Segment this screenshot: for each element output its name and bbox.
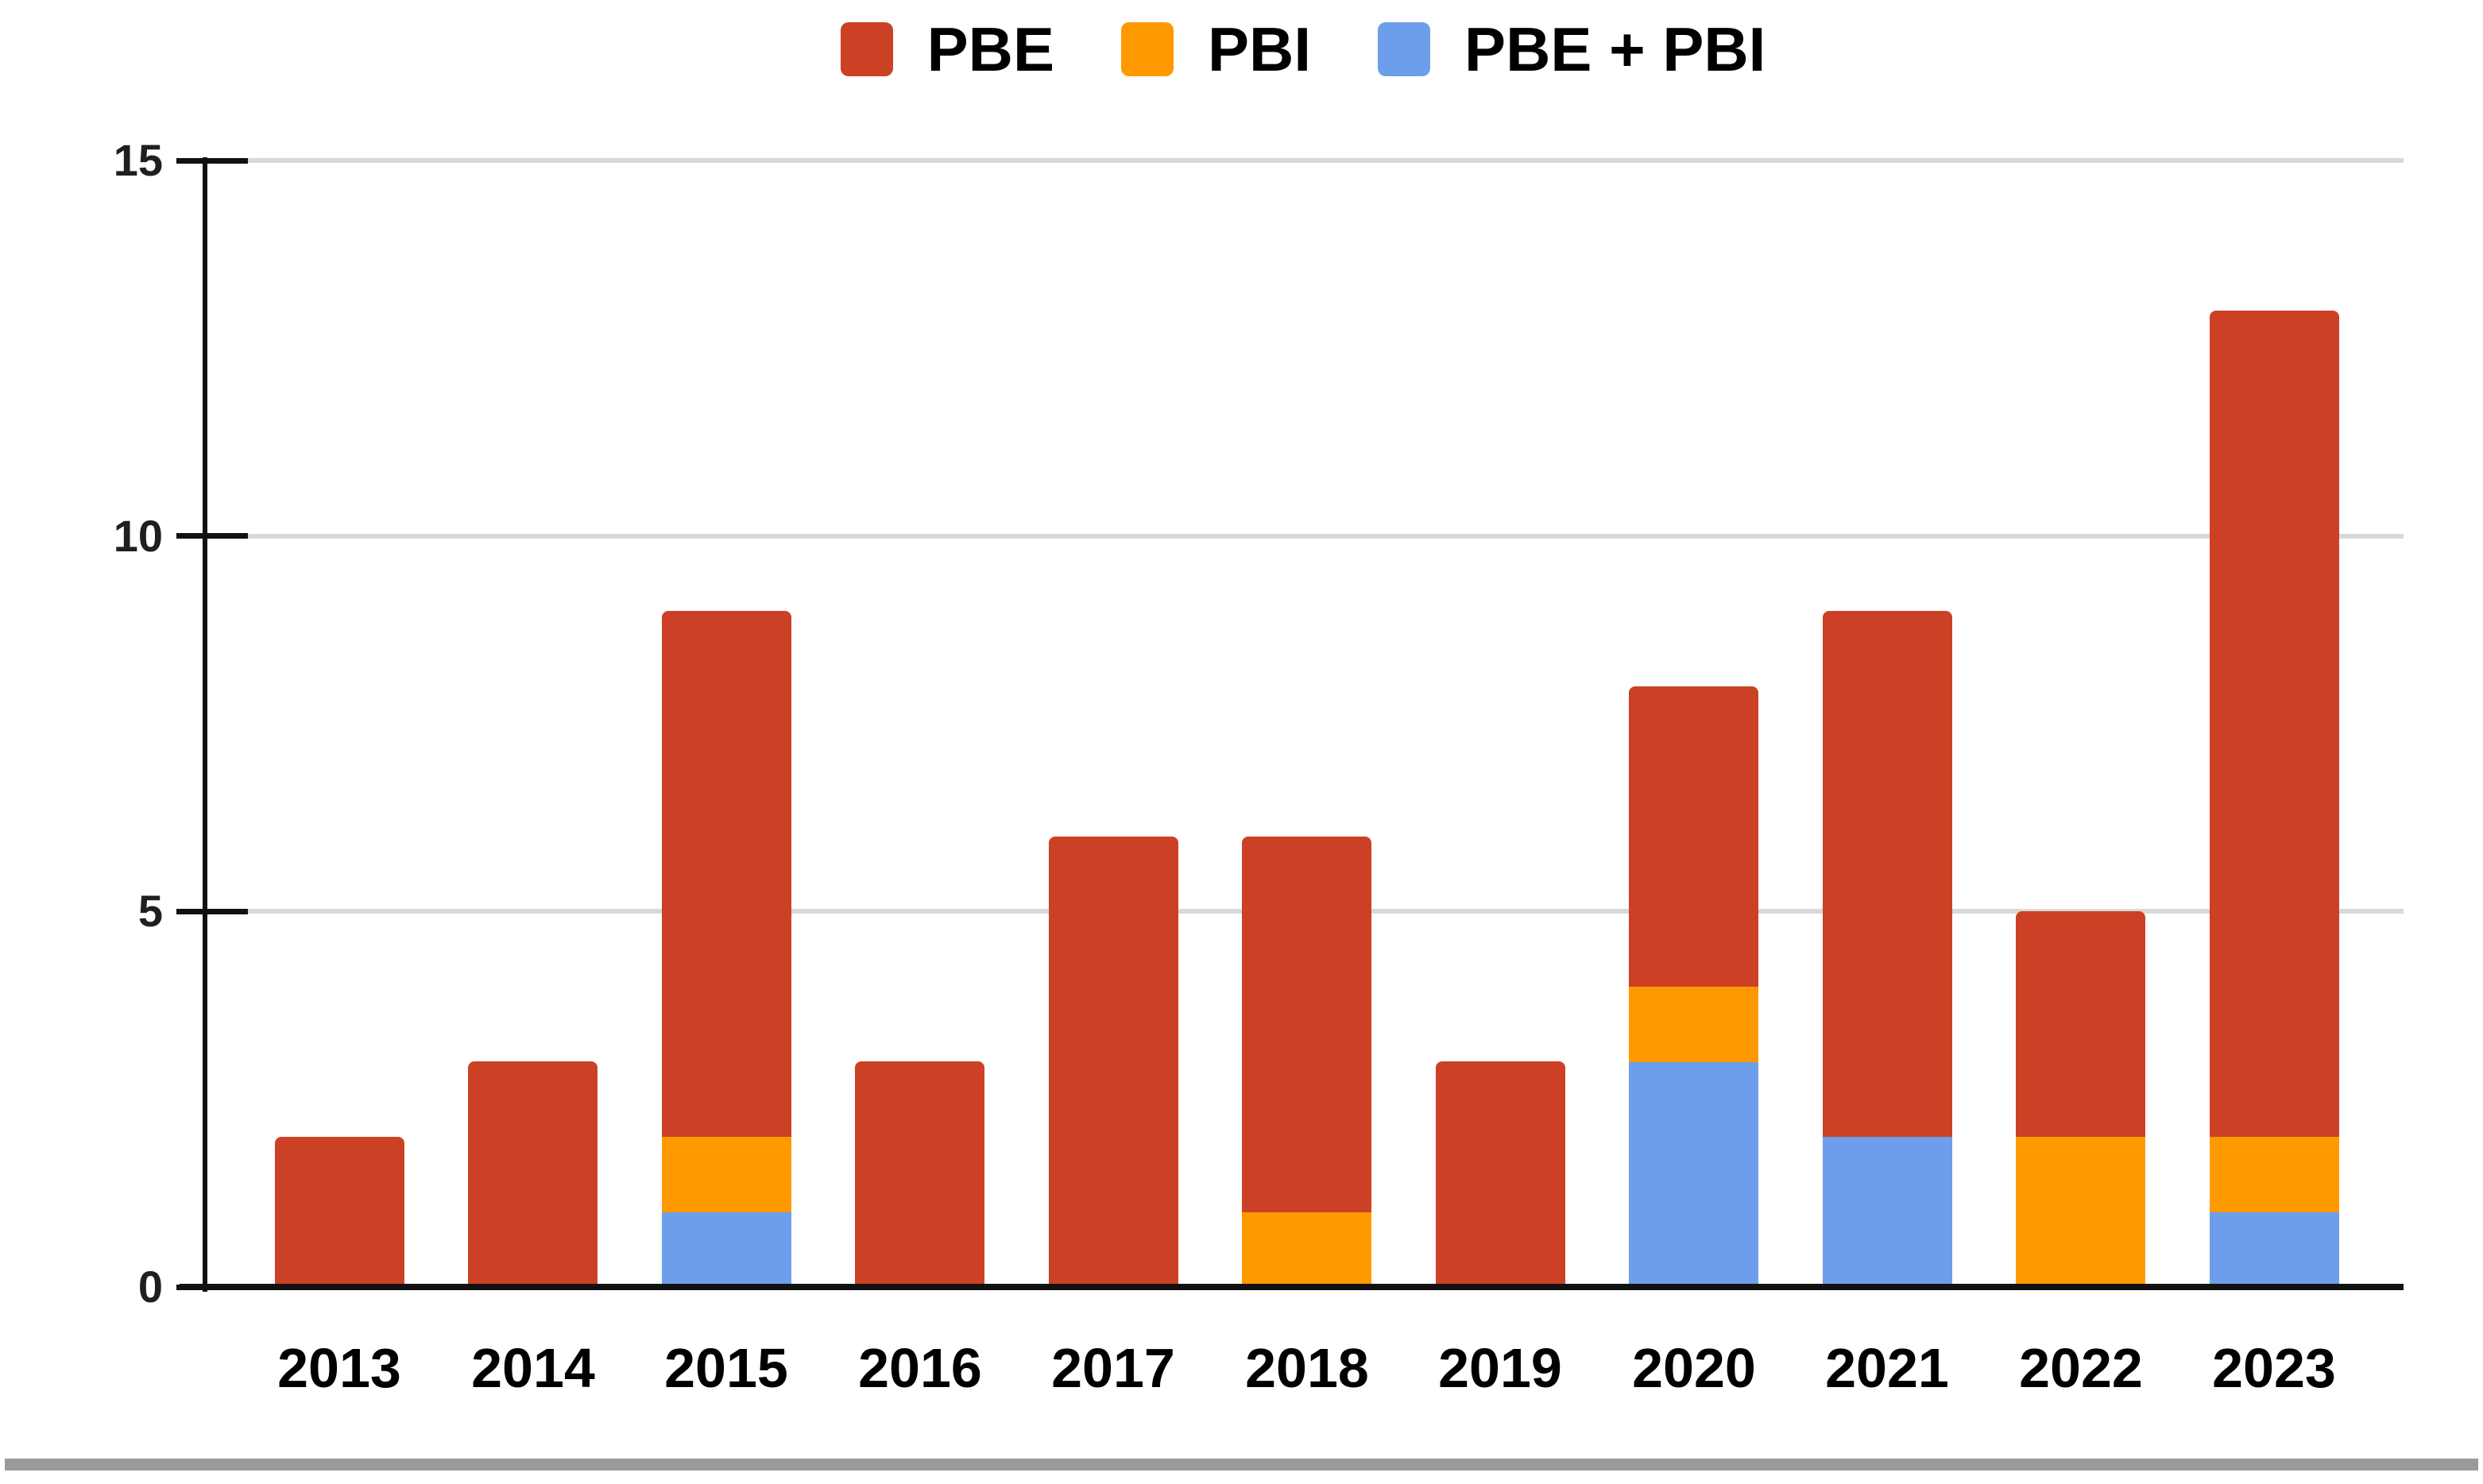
y-axis-tick-5 [176,909,248,914]
x-axis-label-2015: 2015 [664,1337,788,1399]
bar-2013-pbe-segment[interactable] [275,1137,404,1287]
legend-label: PBI [1208,14,1312,84]
y-axis-tick-label-10: 10 [113,511,163,561]
chart-legend: PBE PBI PBE + PBI [203,17,2404,81]
x-axis-label-2022: 2022 [2019,1337,2143,1399]
y-gridline-10 [203,534,2404,539]
legend-label: PBE + PBI [1464,14,1766,84]
bar-2023-pbe-pbi-segment[interactable] [2210,1212,2339,1287]
bar-2023-pbe-segment[interactable] [2210,311,2339,1137]
x-axis-label-2019: 2019 [1438,1337,1562,1399]
bar-2020-pbe-segment[interactable] [1629,686,1758,987]
legend-swatch-icon [1121,22,1174,76]
bar-2022-pbi-segment[interactable] [2016,1137,2145,1287]
bar-2020-pbe-pbi-segment[interactable] [1629,1061,1758,1287]
bar-2015-pbi-segment[interactable] [662,1137,791,1212]
y-axis-line [203,157,207,1292]
bottom-divider [5,1459,2478,1470]
legend-swatch-icon [1378,22,1431,76]
y-axis-tick-15 [176,158,248,164]
bar-2018-pbe-segment[interactable] [1242,837,1371,1212]
x-axis-label-2014: 2014 [471,1337,595,1399]
legend-swatch-icon [840,22,893,76]
x-axis-label-2018: 2018 [1245,1337,1369,1399]
y-gridline-15 [203,158,2404,163]
y-axis-tick-label-0: 0 [137,1262,163,1312]
bar-2014-pbe-segment[interactable] [468,1061,598,1287]
bar-2016-pbe-segment[interactable] [855,1061,984,1287]
x-axis-label-2021: 2021 [1825,1337,1949,1399]
y-axis-tick-label-5: 5 [137,886,163,936]
bar-2021-pbe-segment[interactable] [1823,611,1952,1137]
bar-2017-pbe-segment[interactable] [1049,837,1178,1287]
x-axis-label-2023: 2023 [2212,1337,2336,1399]
legend-label: PBE [926,14,1055,84]
bar-2018-pbi-segment[interactable] [1242,1212,1371,1287]
bar-2019-pbe-segment[interactable] [1436,1061,1565,1287]
y-axis-tick-label-15: 15 [113,135,163,185]
legend-item-pbe-pbi[interactable]: PBE + PBI [1378,18,1766,80]
bar-2015-pbe-segment[interactable] [662,611,791,1137]
x-axis-label-2016: 2016 [858,1337,982,1399]
x-axis-label-2017: 2017 [1051,1337,1175,1399]
x-axis-label-2013: 2013 [277,1337,401,1399]
x-axis-label-2020: 2020 [1632,1337,1756,1399]
bar-2020-pbi-segment[interactable] [1629,987,1758,1062]
bar-2023-pbi-segment[interactable] [2210,1137,2339,1212]
legend-item-pbe[interactable]: PBE [840,14,1055,84]
bar-2022-pbe-segment[interactable] [2016,911,2145,1137]
bar-2015-pbe-pbi-segment[interactable] [662,1212,791,1287]
bar-2021-pbe-pbi-segment[interactable] [1823,1137,1952,1287]
y-axis-tick-10 [176,533,248,539]
legend-item-pbi[interactable]: PBI [1121,18,1311,80]
x-axis-baseline [180,1284,2404,1290]
